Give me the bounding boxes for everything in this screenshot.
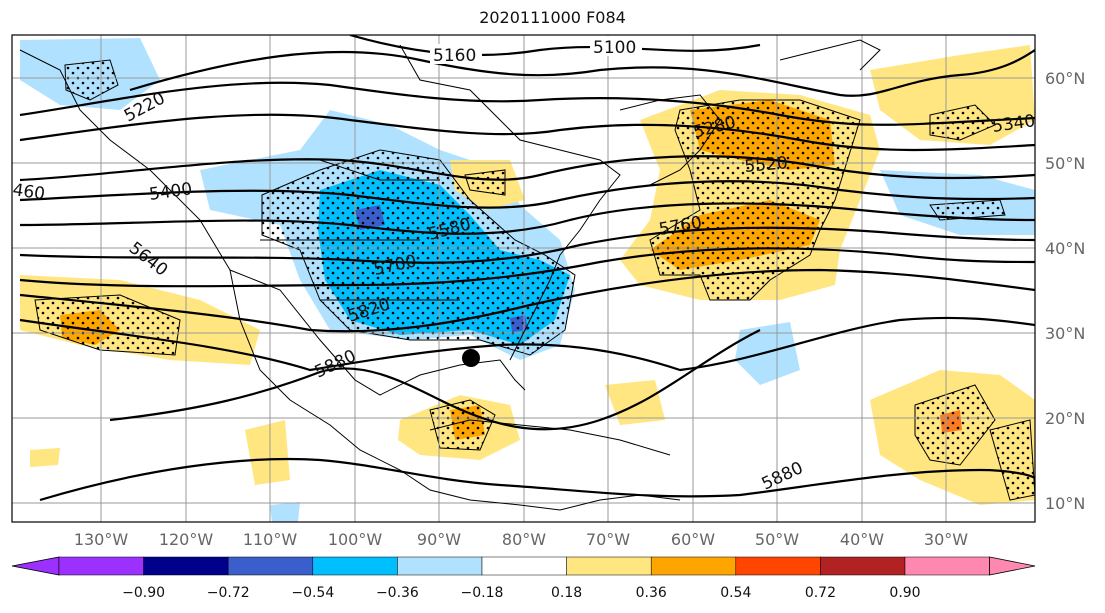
positive-anomaly-region xyxy=(605,380,665,425)
contour-label-460: 460 xyxy=(11,180,46,204)
contour-label-5100: 5100 xyxy=(593,38,636,58)
lon-label: 60°W xyxy=(671,530,715,549)
map-title: 2020111000 F084 xyxy=(479,8,626,27)
colorbar-tick: −0.36 xyxy=(376,585,419,601)
colorbar-tick: −0.18 xyxy=(461,585,504,601)
colorbar-tick: −0.54 xyxy=(291,585,334,601)
colorbar-tick: 0.90 xyxy=(889,585,920,601)
colorbar-extend-min xyxy=(11,556,60,576)
colorbar-tick: 0.54 xyxy=(720,585,751,601)
contour-label-5160: 5160 xyxy=(433,46,476,66)
positive-anomaly-region xyxy=(30,448,60,467)
lon-label: 80°W xyxy=(502,530,546,549)
negative-anomaly-region xyxy=(735,322,800,385)
graticule xyxy=(12,35,1035,522)
storm-center-dot xyxy=(462,349,480,367)
lat-label: 50°N xyxy=(1045,154,1085,173)
colorbar-extend-max xyxy=(989,556,1036,576)
colorbar-tick: −0.90 xyxy=(122,585,165,601)
lon-label: 90°W xyxy=(417,530,461,549)
lat-label: 20°N xyxy=(1045,409,1085,428)
lon-label: 100°W xyxy=(328,530,383,549)
negative-anomaly-region xyxy=(270,502,300,522)
lon-label: 50°W xyxy=(755,530,799,549)
lat-label: 30°N xyxy=(1045,324,1085,343)
lon-label: 130°W xyxy=(74,530,129,549)
latitude-labels: 60°N 50°N 40°N 30°N 20°N 10°N xyxy=(1045,69,1085,513)
colorbar-tick: 0.72 xyxy=(805,585,836,601)
lon-label: 110°W xyxy=(243,530,298,549)
lon-label: 120°W xyxy=(159,530,214,549)
lon-label: 70°W xyxy=(586,530,630,549)
height-contours xyxy=(19,35,1035,502)
lon-label: 30°W xyxy=(924,530,968,549)
contour-label-5520: 5520 xyxy=(744,153,789,177)
lat-label: 10°N xyxy=(1045,494,1085,513)
colorbar-tick: 0.36 xyxy=(636,585,667,601)
map-frame xyxy=(11,34,1036,523)
lat-label: 60°N xyxy=(1045,69,1085,88)
colorbar-tick: 0.18 xyxy=(551,585,582,601)
colorbar-tick: −0.72 xyxy=(207,585,250,601)
positive-anomaly-region xyxy=(245,420,290,485)
lat-label: 40°N xyxy=(1045,239,1085,258)
lon-label: 40°W xyxy=(840,530,884,549)
longitude-labels: 130°W 120°W 110°W 100°W 90°W 80°W 70°W 6… xyxy=(74,530,968,549)
colorbar: −0.90 −0.72 −0.54 −0.36 −0.18 0.18 0.36 … xyxy=(11,556,1036,601)
